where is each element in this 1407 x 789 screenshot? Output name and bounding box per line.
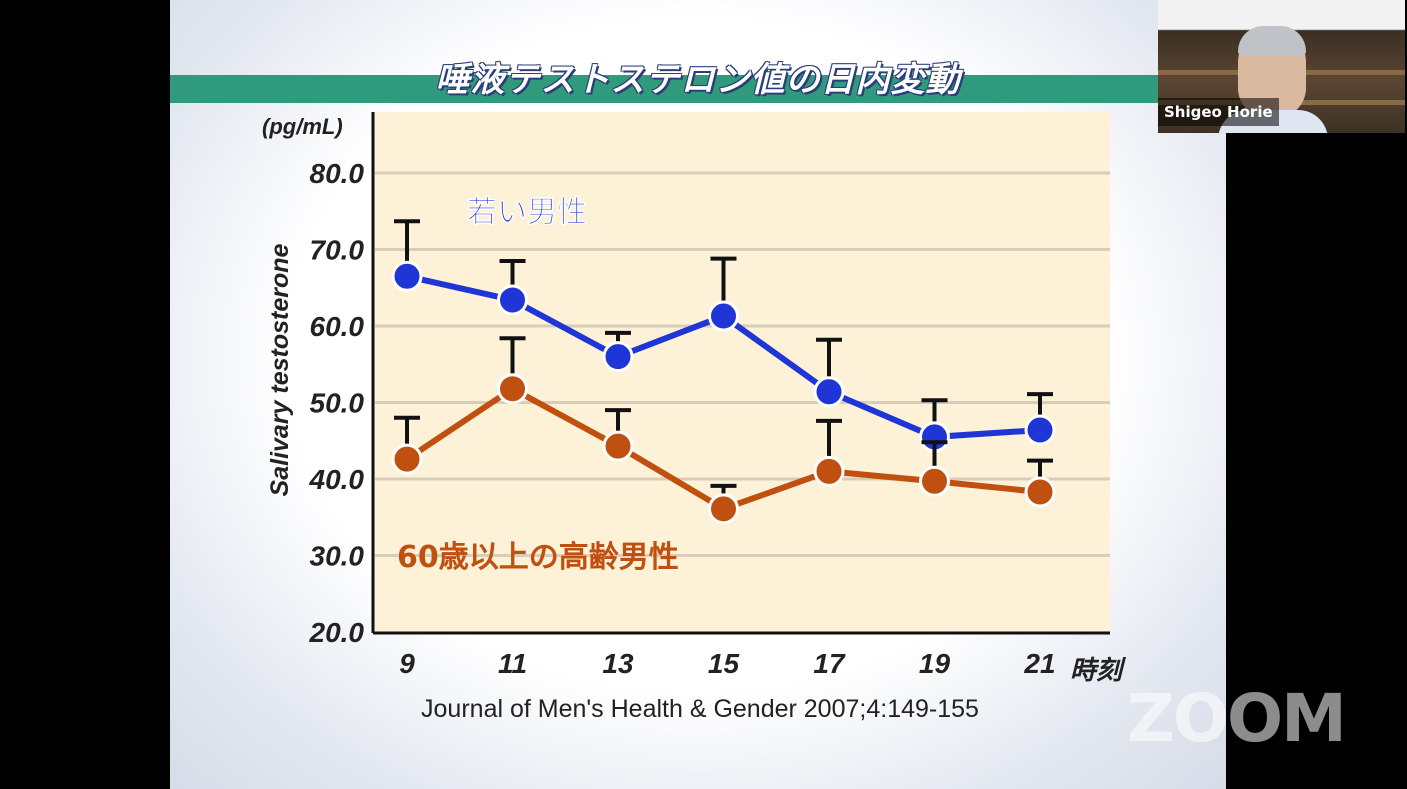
x-tick-label: 11: [498, 648, 527, 679]
x-tick-label: 19: [919, 648, 951, 679]
data-point: [919, 465, 950, 497]
plot-area: [373, 112, 1110, 633]
x-tick-label: 21: [1023, 648, 1055, 679]
y-tick-label: 80.0: [310, 158, 365, 189]
data-point: [602, 430, 634, 462]
legend-old: 60歳以上の高齢男性: [397, 540, 679, 575]
slide-title: 唾液テストステロン値の日内変動: [435, 60, 961, 100]
y-tick-label: 70.0: [310, 235, 365, 266]
data-point: [1024, 476, 1056, 508]
participant-name: Shigeo Horie: [1158, 98, 1279, 126]
data-point: [708, 493, 739, 525]
data-point: [1024, 414, 1056, 446]
x-tick-label: 13: [602, 648, 634, 679]
citation: Journal of Men's Health & Gender 2007;4:…: [421, 695, 979, 723]
data-point: [497, 284, 528, 316]
data-point: [813, 455, 845, 487]
legend-young: 若い男性: [467, 195, 587, 230]
participant-video[interactable]: Shigeo Horie: [1158, 0, 1405, 133]
participant-hair: [1238, 26, 1306, 56]
data-point: [602, 341, 634, 373]
y-tick-label: 50.0: [310, 388, 365, 419]
data-point: [391, 260, 423, 292]
y-axis-label: Salivary testosterone: [266, 243, 294, 496]
data-point: [497, 373, 528, 405]
data-point: [813, 376, 845, 408]
data-point: [391, 443, 423, 475]
series-old: [391, 336, 1056, 525]
data-point: [708, 300, 739, 332]
y-tick-label: 60.0: [310, 311, 365, 342]
y-tick-label: 30.0: [310, 541, 365, 572]
x-tick-label: 17: [813, 648, 846, 679]
title-band: [170, 75, 1158, 103]
y-tick-label: 20.0: [309, 617, 365, 648]
y-unit-label: (pg/mL): [262, 114, 343, 139]
x-axis-label: 時刻: [1070, 655, 1127, 685]
y-tick-label: 40.0: [309, 464, 365, 495]
x-tick-label: 9: [399, 648, 415, 679]
zoom-watermark: ZOOM: [1127, 680, 1347, 757]
x-tick-label: 15: [708, 648, 740, 679]
